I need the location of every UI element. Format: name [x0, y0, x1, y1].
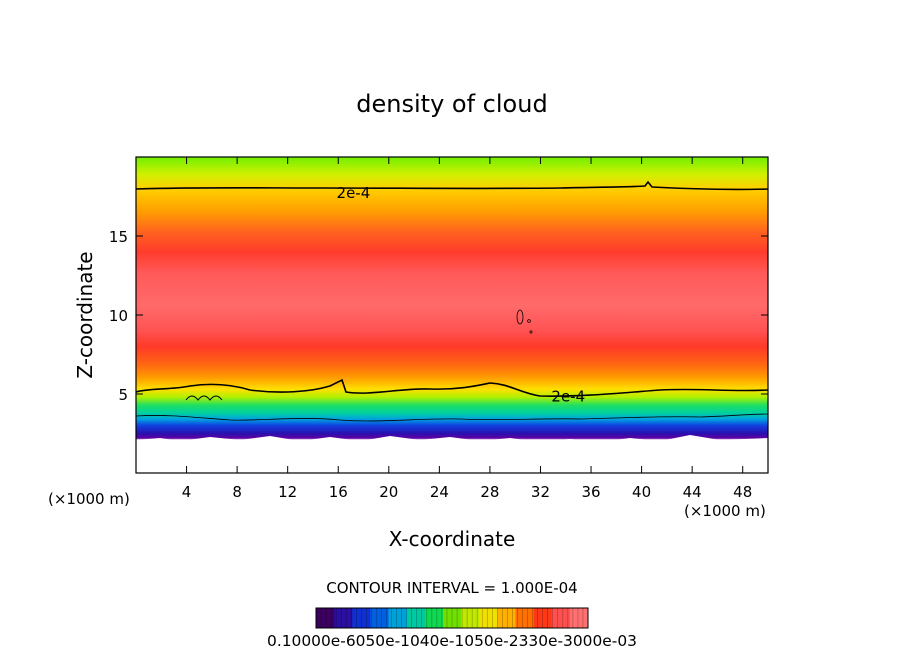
cloud-base-edge [136, 435, 768, 473]
colorbar-labels: 0.10000e-6050e-1040e-1050e-2330e-3000e-0… [267, 632, 637, 650]
x-axis-ticks: 4 8 12 16 20 24 28 32 36 40 44 48 [182, 157, 752, 501]
colorbar-swatch [551, 608, 571, 628]
y-tick-label: 10 [109, 307, 128, 325]
x-tick-label: 12 [278, 483, 297, 501]
colorbar-swatch [406, 608, 426, 628]
contour-interval: CONTOUR INTERVAL = 1.000E-04 [326, 579, 577, 597]
y-axis-label: Z-coordinate [73, 251, 97, 378]
colorbar-swatch [569, 608, 589, 628]
chart-title: density of cloud [356, 90, 547, 118]
colorbar-frame [315, 607, 589, 629]
x-tick-label: 48 [733, 483, 752, 501]
y-tick-label: 5 [118, 386, 128, 404]
colorbar [315, 608, 589, 628]
colorbar-swatch [442, 608, 462, 628]
x-tick-label: 8 [232, 483, 242, 501]
x-tick-label: 20 [379, 483, 398, 501]
plot-area [136, 157, 768, 473]
colorbar-swatch [388, 608, 408, 628]
colorbar-swatch [424, 608, 444, 628]
x-tick-label: 36 [581, 483, 600, 501]
x-unit-left: (×1000 m) [48, 490, 130, 508]
contour-label: 2e-4 [337, 184, 371, 202]
contour-label: 2e-4 [551, 388, 585, 406]
x-tick-label: 4 [182, 483, 192, 501]
y-axis-ticks: 5 10 15 [109, 228, 768, 404]
contour-line-thin [136, 413, 768, 422]
contour-line-lower [136, 378, 768, 397]
x-tick-label: 28 [480, 483, 499, 501]
contour-wiggle [185, 395, 223, 401]
colorbar-swatch [479, 608, 498, 628]
x-tick-label: 44 [683, 483, 702, 501]
contour-dot [529, 330, 533, 334]
contour-island [516, 309, 524, 325]
x-unit-right: (×1000 m) [684, 502, 766, 520]
y-tick-label: 15 [109, 228, 128, 246]
x-axis-label: X-coordinate [389, 527, 516, 551]
x-tick-label: 16 [329, 483, 348, 501]
contour-dot [527, 319, 531, 323]
colorbar-swatch [370, 608, 390, 628]
density-field [136, 157, 768, 473]
colorbar-swatch [334, 608, 353, 628]
x-tick-label: 24 [430, 483, 449, 501]
colorbar-swatch [352, 608, 371, 628]
x-tick-label: 40 [632, 483, 651, 501]
colorbar-swatch [316, 608, 335, 628]
colorbar-swatch [497, 608, 516, 628]
contour-labels: 2e-4 2e-4 [337, 184, 586, 406]
colorbar-swatch [533, 608, 553, 628]
colorbar-swatch [515, 608, 535, 628]
contour-line-upper [136, 180, 768, 191]
x-tick-label: 32 [531, 483, 550, 501]
colorbar-swatch [461, 608, 480, 628]
